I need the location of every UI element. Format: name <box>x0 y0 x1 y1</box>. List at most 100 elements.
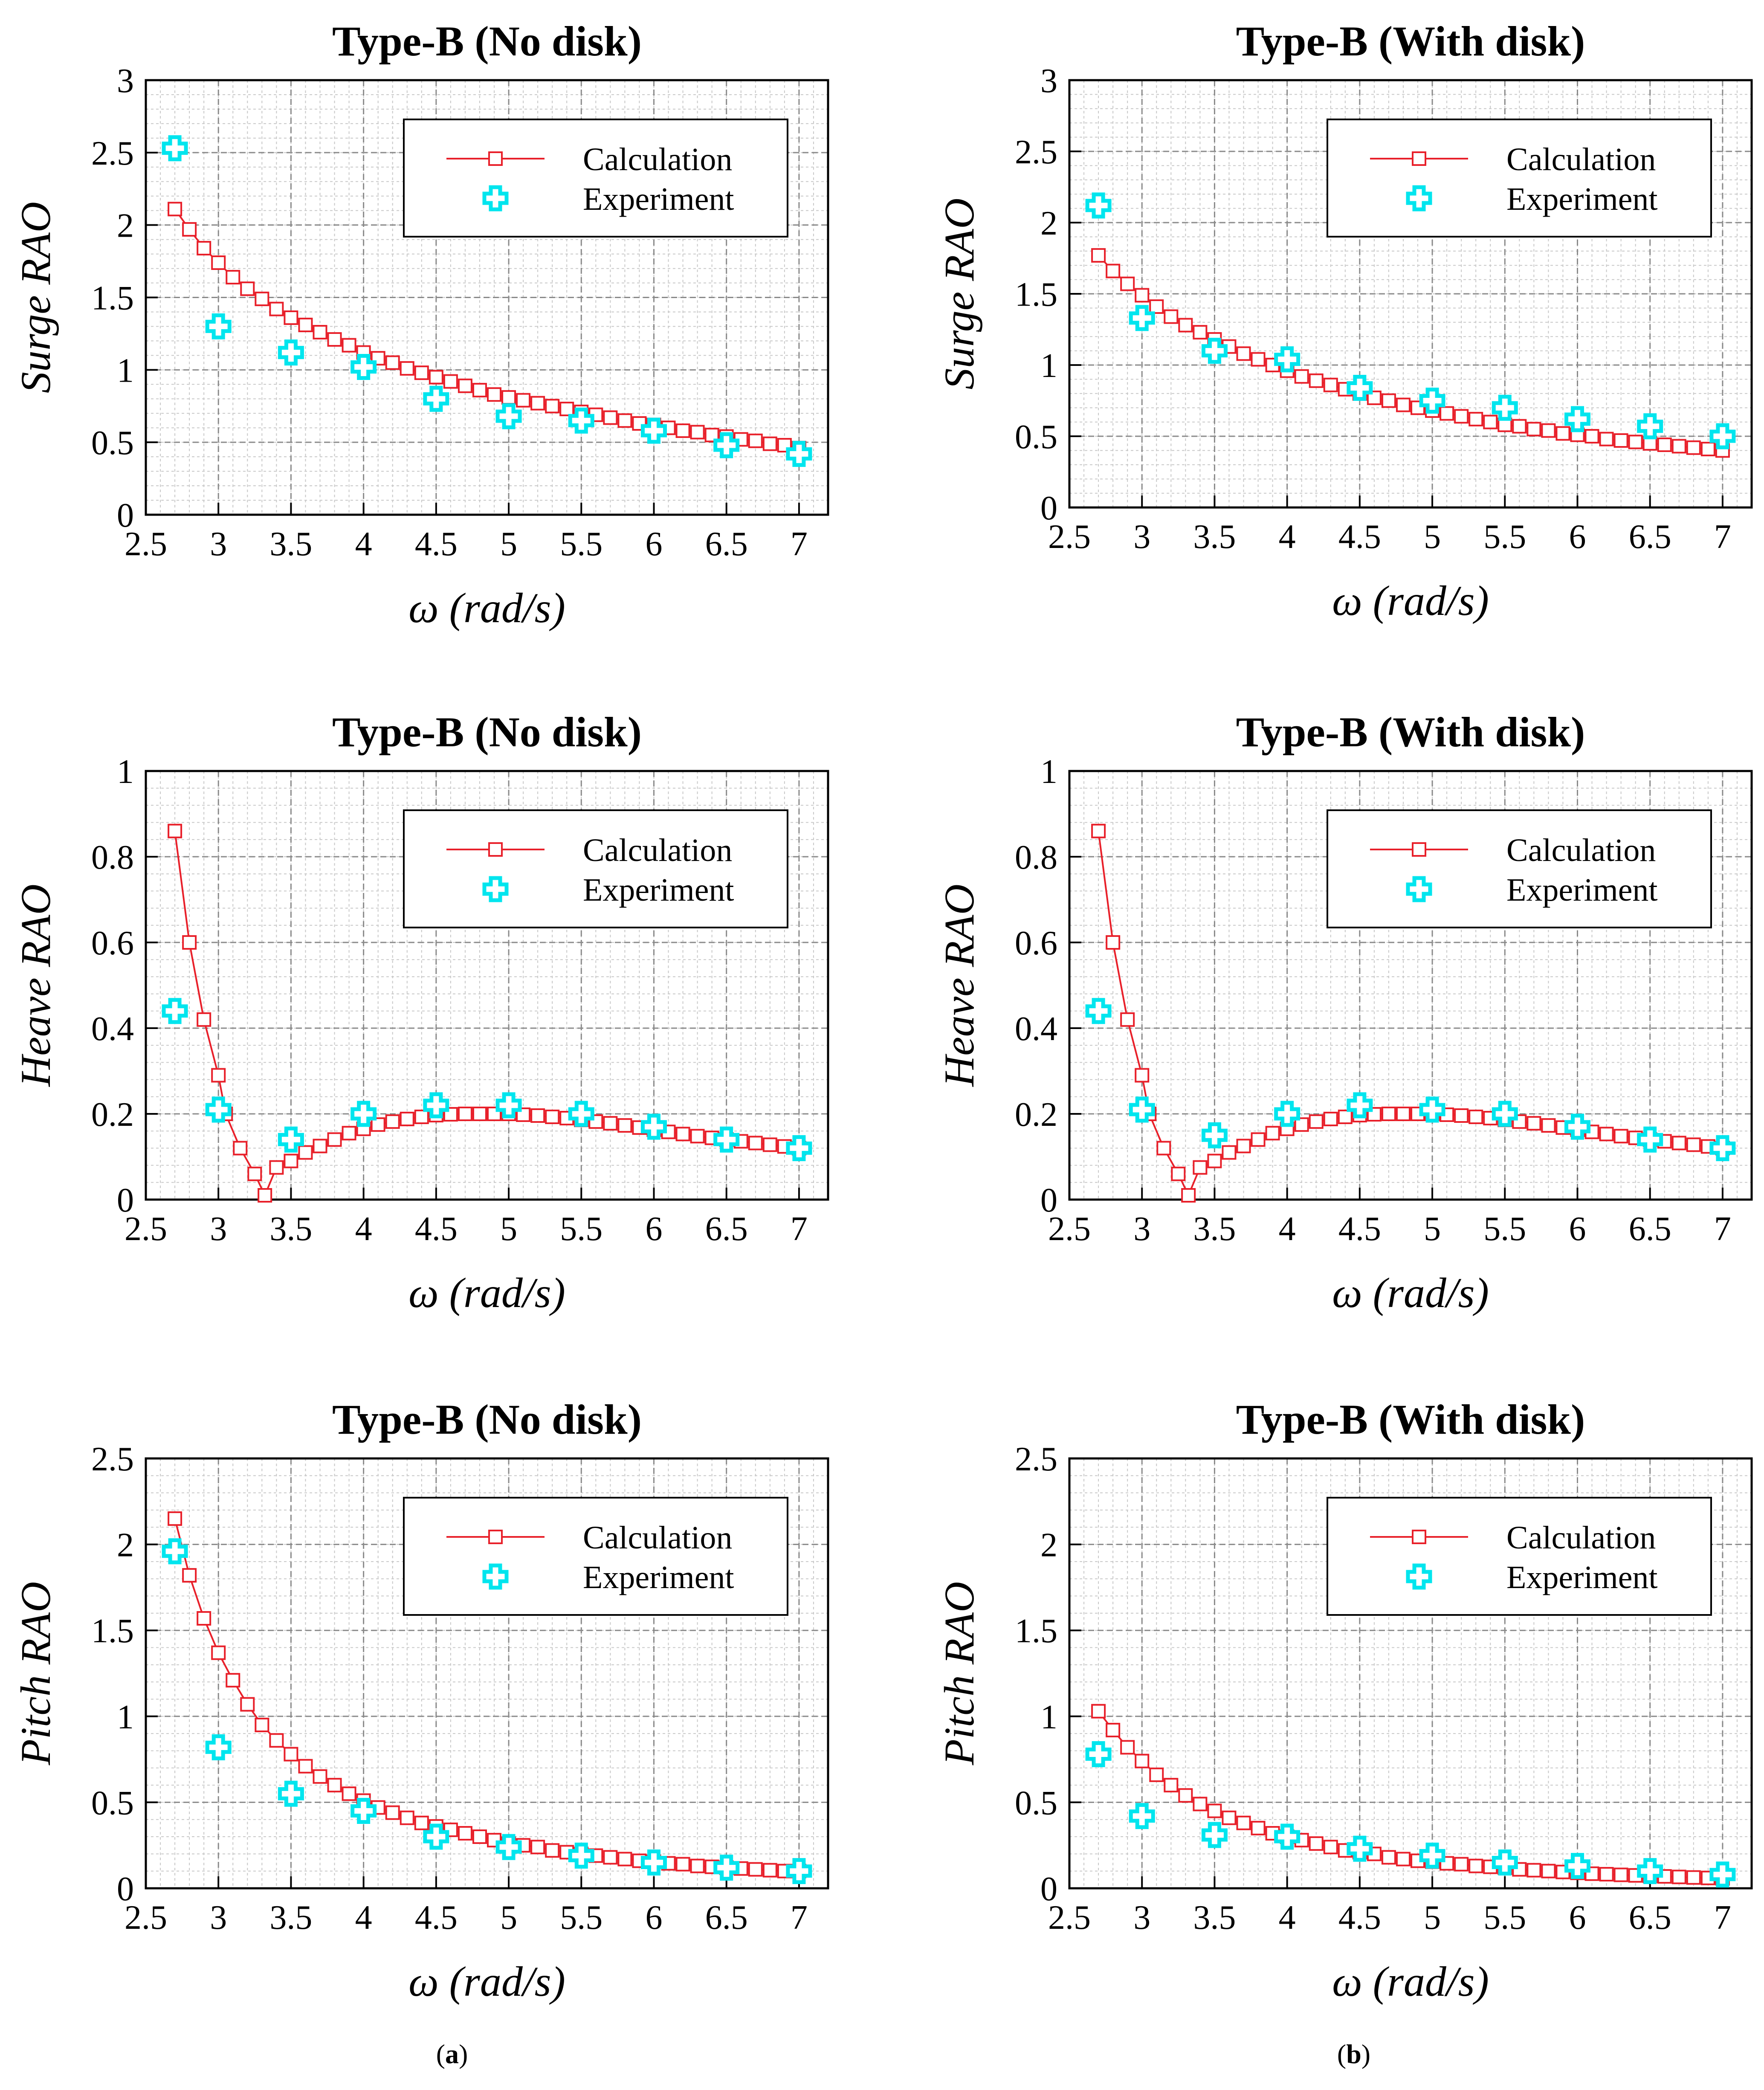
legend-experiment-label: Experiment <box>583 181 734 217</box>
legend-calculation-label: Calculation <box>583 142 732 177</box>
calculation-point <box>1309 1836 1324 1851</box>
calculation-point <box>1454 409 1469 424</box>
x-tick-label: 3 <box>1133 518 1150 556</box>
calculation-point <box>1251 1132 1266 1147</box>
calculation-point <box>530 1108 545 1123</box>
y-tick-label: 0 <box>1040 1870 1057 1908</box>
calculation-point <box>371 1117 385 1132</box>
x-tick-label: 6.5 <box>705 1899 748 1936</box>
calculation-point <box>1294 1117 1309 1132</box>
x-tick-label: 6.5 <box>1629 1210 1671 1248</box>
calculation-point <box>690 1858 705 1873</box>
x-tick-label: 5 <box>1424 518 1441 556</box>
calculation-point <box>1512 419 1527 434</box>
y-tick-label: 0.5 <box>1015 418 1057 456</box>
calculation-point <box>182 1568 197 1583</box>
experiment-point <box>1564 1113 1590 1140</box>
calculation-point <box>1440 406 1454 421</box>
calculation-point <box>458 378 472 393</box>
y-tick-label: 2.5 <box>91 1441 134 1478</box>
calculation-point <box>501 390 516 405</box>
legend: Calculation Experiment <box>1327 809 1712 928</box>
y-tick-label: 2.5 <box>91 135 134 172</box>
calculation-point <box>385 355 400 370</box>
y-tick-label: 0 <box>117 497 134 534</box>
x-tick-label: 2.5 <box>1048 518 1091 556</box>
calculation-point <box>1526 422 1541 437</box>
legend-experiment-label: Experiment <box>583 1560 734 1595</box>
calculation-point <box>1149 299 1164 314</box>
experiment-point <box>568 407 594 434</box>
calculation-point <box>269 1733 284 1748</box>
calculation-point <box>1396 1852 1411 1867</box>
calculation-point <box>385 1114 400 1129</box>
x-tick-label: 4 <box>1279 1210 1296 1248</box>
experiment-point <box>1129 305 1155 331</box>
experiment-point <box>1564 406 1590 432</box>
x-tick-label: 5.5 <box>1483 1210 1526 1248</box>
panel-label-b: (b) <box>1337 2039 1371 2069</box>
calculation-point <box>1193 1160 1208 1175</box>
x-tick-label: 6.5 <box>1629 1899 1671 1936</box>
experiment-point <box>640 417 667 444</box>
experiment-point <box>278 1126 304 1153</box>
y-axis-label: Surge RAO <box>936 198 983 390</box>
calculation-point <box>1599 1867 1614 1881</box>
x-tick-label: 3.5 <box>269 525 312 563</box>
y-tick-label: 1 <box>117 753 134 791</box>
calculation-point <box>1686 1870 1701 1885</box>
experiment-point <box>423 1823 449 1850</box>
experiment-point <box>495 403 522 429</box>
x-tick-label: 5 <box>500 1210 517 1248</box>
calculation-point <box>1236 1139 1251 1154</box>
calculation-point <box>1671 1136 1686 1151</box>
calculation-point <box>690 1129 705 1144</box>
legend-calculation-label: Calculation <box>583 1520 732 1556</box>
x-tick-label: 4 <box>355 1210 372 1248</box>
calculation-point <box>1396 1107 1411 1121</box>
x-axis-label: ω (rad/s) <box>1332 1269 1489 1316</box>
calculation-point <box>1106 264 1121 278</box>
calculation-point <box>1120 276 1135 291</box>
calculation-point <box>1178 318 1193 333</box>
x-tick-label: 4 <box>355 525 372 563</box>
y-tick-label: 0.8 <box>91 839 134 876</box>
calculation-point <box>211 255 226 270</box>
x-tick-label: 4.5 <box>415 525 458 563</box>
calculation-point <box>1135 288 1150 303</box>
y-tick-label: 0.4 <box>91 1010 134 1048</box>
x-tick-label: 5 <box>500 1899 517 1936</box>
calculation-point <box>284 1747 298 1762</box>
calculation-point <box>617 1852 632 1867</box>
experiment-point <box>1347 374 1373 401</box>
experiment-point <box>1201 338 1228 364</box>
calculation-point <box>487 387 502 402</box>
calculation-point <box>1671 439 1686 454</box>
x-tick-label: 2.5 <box>125 1210 167 1248</box>
calculation-point <box>1193 1797 1208 1812</box>
calculation-point <box>1657 438 1672 452</box>
calculation-point <box>400 361 414 376</box>
experiment-point <box>713 1126 740 1153</box>
x-tick-label: 7 <box>791 1899 808 1936</box>
calculation-point <box>1181 1188 1196 1203</box>
calculation-point <box>255 291 269 306</box>
calculation-point <box>298 1145 313 1160</box>
x-tick-label: 7 <box>791 1210 808 1248</box>
calculation-point <box>197 241 211 256</box>
calculation-point <box>1156 1141 1171 1156</box>
chart-title: Type-B (No disk) <box>332 708 642 756</box>
calculation-point <box>197 1611 211 1626</box>
experiment-point <box>1637 413 1663 440</box>
legend-calculation-marker <box>1412 842 1426 857</box>
experiment-point <box>1347 1092 1373 1119</box>
x-tick-label: 6.5 <box>705 525 748 563</box>
calculation-point <box>414 1815 429 1830</box>
calculation-point <box>1251 1820 1266 1835</box>
calculation-point <box>1294 369 1309 384</box>
x-tick-label: 7 <box>1714 1210 1731 1248</box>
experiment-point <box>495 1834 522 1860</box>
chart-title: Type-B (With disk) <box>1236 708 1585 756</box>
y-tick-label: 0.4 <box>1015 1010 1057 1048</box>
experiment-point <box>495 1092 522 1119</box>
